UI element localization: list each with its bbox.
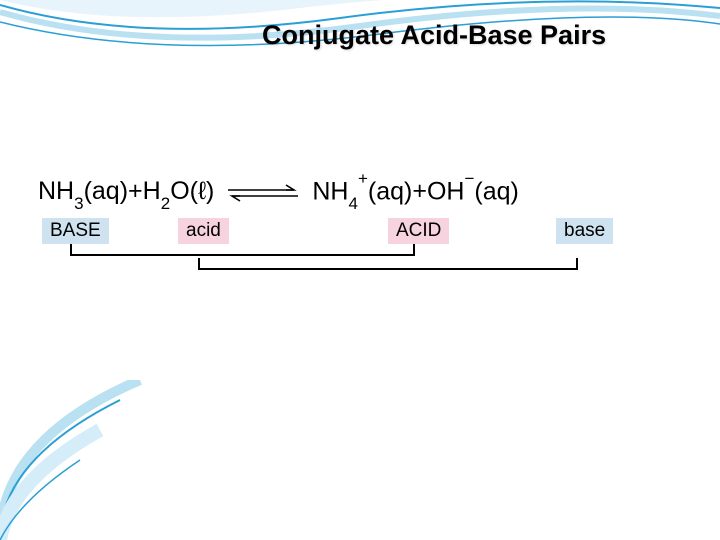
label-base-left: BASE bbox=[42, 218, 109, 244]
bracket-acid-pair bbox=[198, 258, 578, 270]
equilibrium-arrow bbox=[224, 181, 302, 210]
chemical-equation: NH3(aq) + H2O(ℓ) NH4+(aq) + OH−(aq) bbox=[38, 175, 663, 210]
label-acid-left: acid bbox=[178, 218, 229, 244]
conjugate-brackets bbox=[38, 244, 663, 274]
bracket-base-pair bbox=[70, 244, 415, 256]
corner-decoration bbox=[0, 380, 220, 540]
species-oh: OH−(aq) bbox=[427, 175, 519, 206]
labels-row: BASE acid ACID base bbox=[38, 218, 663, 244]
slide-title: Conjugate Acid-Base Pairs bbox=[262, 20, 606, 51]
equation-block: NH3(aq) + H2O(ℓ) NH4+(aq) + OH−(aq) BASE… bbox=[38, 175, 663, 290]
plus-sign: + bbox=[412, 177, 427, 206]
label-acid-right: ACID bbox=[388, 218, 449, 244]
species-h2o: H2O(ℓ) bbox=[143, 177, 215, 210]
label-base-right: base bbox=[556, 218, 613, 244]
species-nh3: NH3(aq) bbox=[38, 177, 128, 210]
plus-sign: + bbox=[128, 177, 143, 206]
species-nh4: NH4+(aq) bbox=[312, 175, 412, 210]
